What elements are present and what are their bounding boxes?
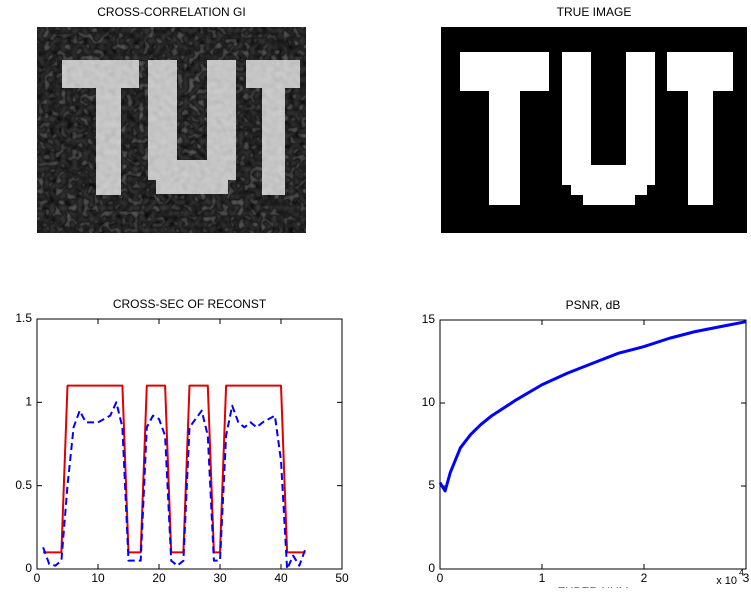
y-tick-label: 0: [428, 561, 435, 575]
panel-title: TRUE IMAGE: [557, 5, 632, 19]
figure: CROSS-CORRELATION GI TRUE IMAGE CROSS-SEC …: [0, 0, 751, 588]
panel-title: PSNR, dB: [566, 298, 621, 312]
data-line: [440, 322, 746, 491]
x-tick-label: 2: [641, 571, 648, 585]
y-tick-label: 15: [422, 312, 436, 326]
y-tick-label: 1.5: [15, 311, 32, 325]
x-tick-label: 50: [335, 571, 349, 585]
x-tick-label: 20: [152, 571, 166, 585]
gi-image: [37, 27, 306, 233]
data-line: [43, 386, 305, 553]
y-tick-label: 0: [25, 561, 32, 575]
panel-title: CROSS-CORRELATION GI: [97, 5, 245, 19]
x-tick-label: 40: [274, 571, 288, 585]
y-tick-label: 10: [422, 395, 436, 409]
y-tick-label: 1: [25, 395, 32, 409]
x-tick-label: 10: [91, 571, 105, 585]
x-tick-label: 0: [437, 571, 444, 585]
x-scale-label: x 10: [716, 575, 737, 587]
x-tick-label: 0: [34, 571, 41, 585]
data-line: [43, 402, 305, 569]
axes-box: [440, 320, 746, 569]
y-tick-label: 5: [428, 478, 435, 492]
y-tick-label: 0.5: [15, 478, 32, 492]
x-scale-exponent: 4: [739, 567, 744, 577]
panel-title: CROSS-SEC OF RECONST: [113, 297, 267, 311]
true-image: [441, 27, 747, 233]
x-tick-label: 30: [213, 571, 227, 585]
x-tick-label: 1: [539, 571, 546, 585]
